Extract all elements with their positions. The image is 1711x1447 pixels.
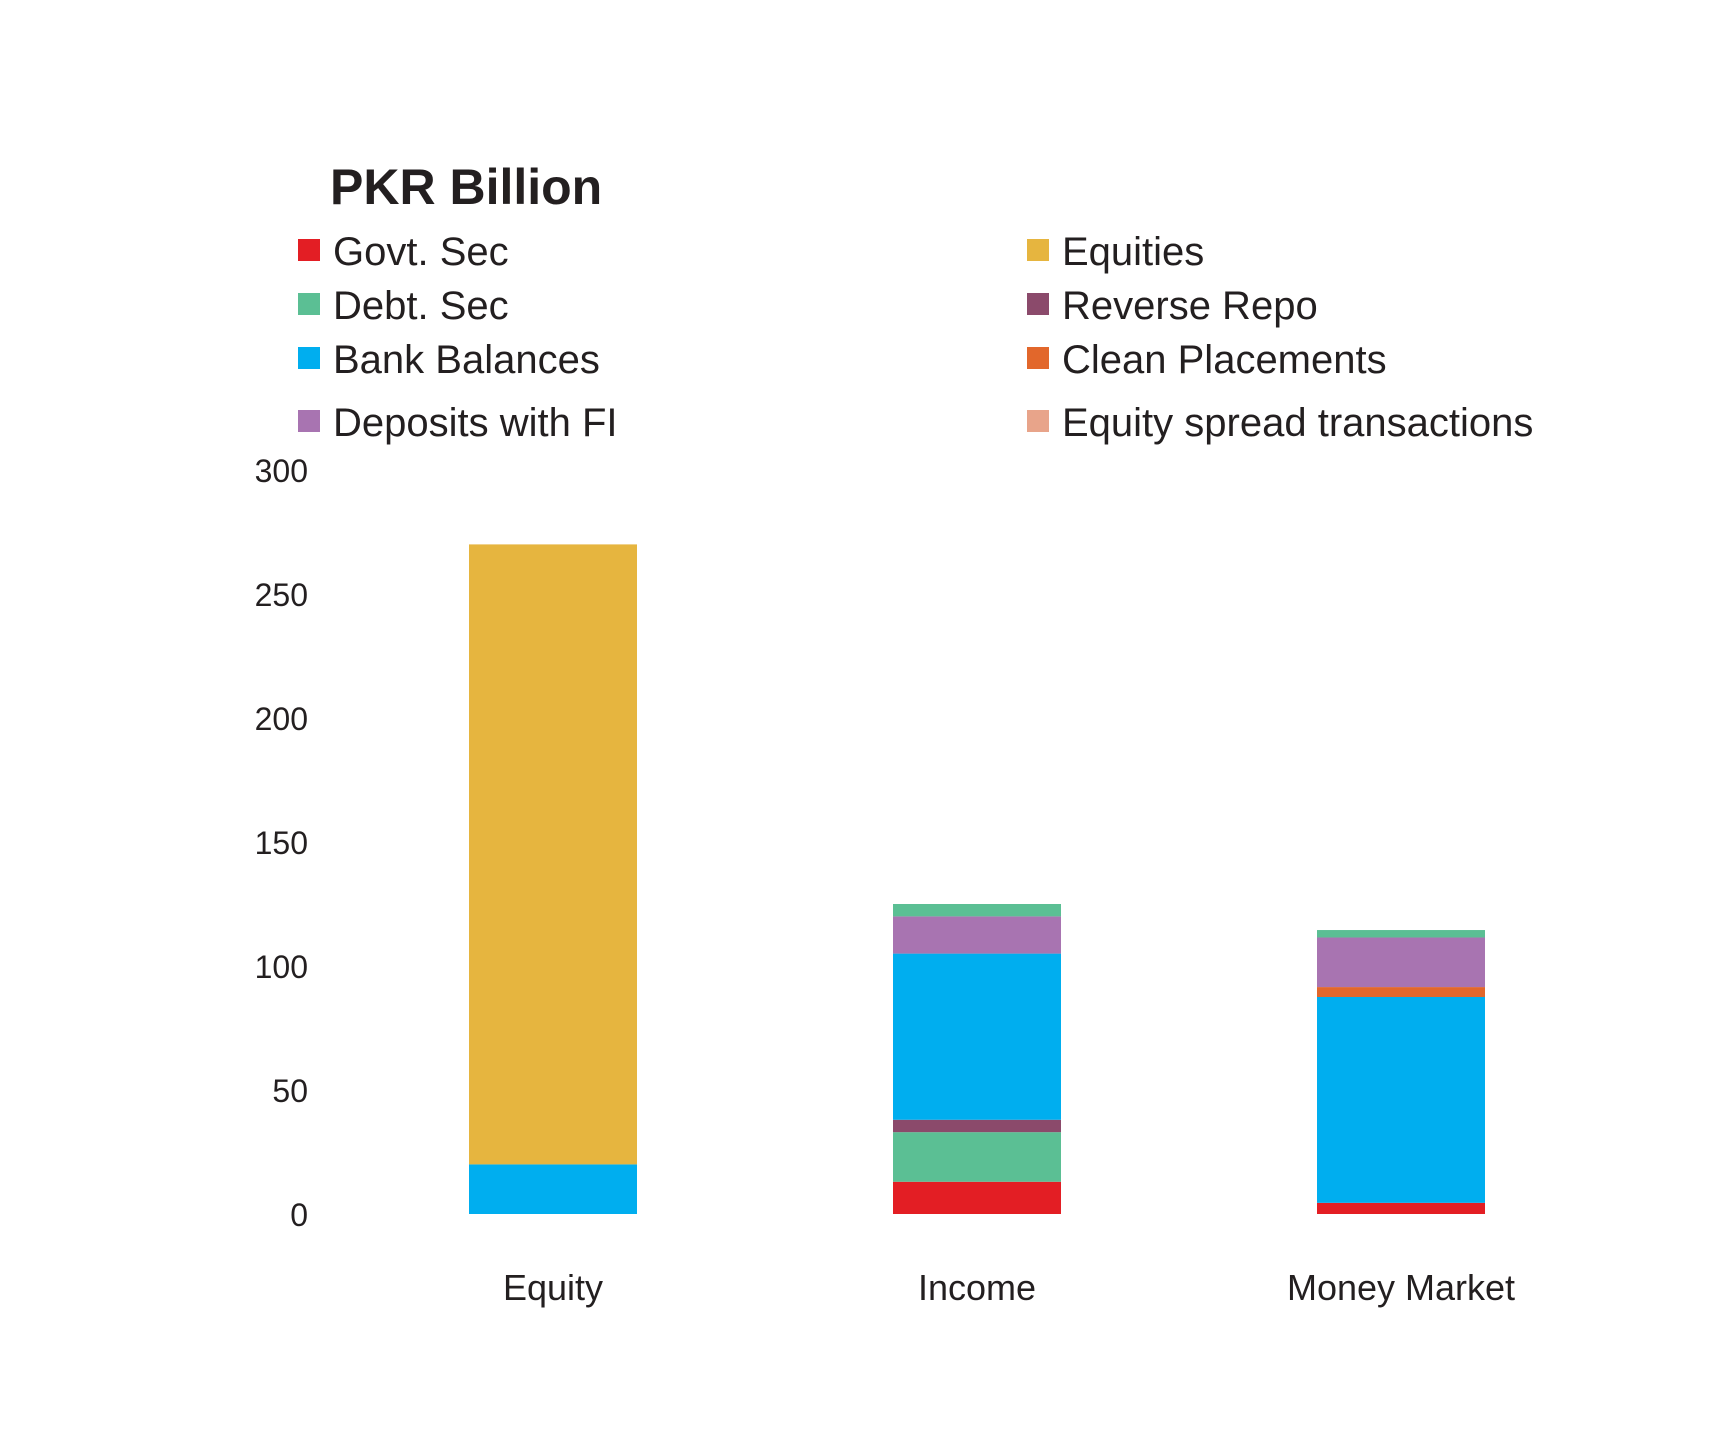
x-category-label-money-market: Money Market (1287, 1267, 1515, 1308)
legend-swatch-govt-sec (298, 239, 320, 261)
bar-segment-income-govt-sec (893, 1181, 1061, 1214)
legend-label-bank-balances: Bank Balances (333, 338, 600, 382)
y-axis-ticks: 0 50 100 150 200 250 300 (255, 453, 308, 1233)
bar-segment-income-debt-sec (893, 1132, 1061, 1182)
x-category-label-equity: Equity (503, 1267, 603, 1308)
bar-segment-money-market-govt-sec (1317, 1202, 1485, 1214)
x-axis-labels: Equity Income Money Market (503, 1267, 1515, 1308)
legend-swatch-deposits-with-fi (298, 410, 320, 432)
y-tick-label-200: 200 (255, 701, 308, 737)
x-category-label-income: Income (918, 1267, 1036, 1308)
bar-segment-money-market-debt-sec (1317, 930, 1485, 938)
chart-title: PKR Billion (330, 159, 602, 215)
legend: Govt. Sec Debt. Sec Bank Balances Deposits … (298, 230, 1533, 445)
y-tick-label-100: 100 (255, 949, 308, 985)
y-tick-label-250: 250 (255, 577, 308, 613)
legend-swatch-equity-spread-transactions (1027, 410, 1049, 432)
bar-segment-money-market-bank-balances (1317, 997, 1485, 1203)
legend-label-reverse-repo: Reverse Repo (1062, 284, 1318, 328)
bar-segment-income-bank-balances (893, 953, 1061, 1120)
legend-label-deposits-with-fi: Deposits with FI (333, 401, 618, 445)
legend-swatch-reverse-repo (1027, 293, 1049, 315)
bar-segment-income-reverse-repo (893, 1119, 1061, 1133)
bar-segment-equity-bank-balances (469, 1164, 637, 1214)
bar-segment-equity-equities (469, 544, 637, 1165)
bar-segment-income-deposits-with-fi (893, 916, 1061, 954)
legend-swatch-debt-sec (298, 293, 320, 315)
legend-label-clean-placements: Clean Placements (1062, 338, 1387, 382)
legend-label-equity-spread-transactions: Equity spread transactions (1062, 401, 1533, 445)
y-tick-label-50: 50 (272, 1073, 308, 1109)
legend-label-equities: Equities (1062, 230, 1204, 274)
legend-swatch-clean-placements (1027, 347, 1049, 369)
legend-swatch-bank-balances (298, 347, 320, 369)
y-tick-label-150: 150 (255, 825, 308, 861)
bar-segment-income-debt-sec (893, 904, 1061, 917)
y-tick-label-300: 300 (255, 453, 308, 489)
legend-swatch-equities (1027, 239, 1049, 261)
y-tick-label-0: 0 (290, 1197, 308, 1233)
bars (469, 544, 1485, 1214)
bar-segment-money-market-deposits-with-fi (1317, 937, 1485, 988)
bar-segment-money-market-clean-placements (1317, 987, 1485, 997)
legend-label-debt-sec: Debt. Sec (333, 284, 509, 328)
legend-label-govt-sec: Govt. Sec (333, 230, 509, 274)
